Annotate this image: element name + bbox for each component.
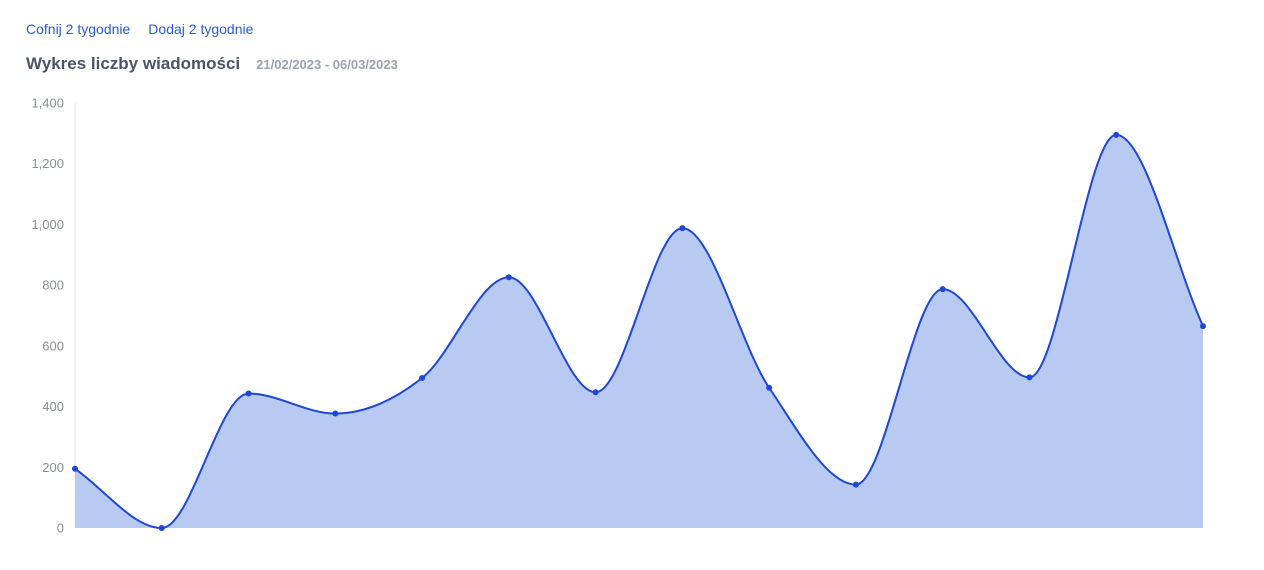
data-point[interactable]: [679, 225, 686, 232]
chart-header: Wykres liczby wiadomości 21/02/2023 - 06…: [26, 54, 398, 74]
date-range: 21/02/2023 - 06/03/2023: [256, 57, 398, 72]
y-tick-label: 0: [57, 521, 64, 536]
data-point[interactable]: [1200, 323, 1206, 330]
y-axis-ticks: 0 200 400 600 800 1,000 1,200 1,400: [31, 96, 64, 536]
chart-title: Wykres liczby wiadomości: [26, 54, 241, 73]
y-tick-label: 1,000: [31, 217, 64, 232]
data-point[interactable]: [1113, 131, 1120, 138]
data-point[interactable]: [1026, 374, 1033, 381]
data-point[interactable]: [852, 481, 859, 488]
y-tick-label: 800: [42, 278, 64, 293]
y-tick-label: 200: [42, 460, 64, 475]
data-point[interactable]: [766, 384, 773, 391]
data-points: [72, 131, 1206, 531]
data-point[interactable]: [245, 390, 252, 397]
week-navigation: Cofnij 2 tygodnie Dodaj 2 tygodnie: [26, 21, 253, 37]
y-tick-label: 1,200: [31, 156, 64, 171]
y-tick-label: 600: [42, 338, 64, 353]
data-point[interactable]: [505, 274, 512, 281]
data-point[interactable]: [332, 410, 339, 417]
y-tick-label: 400: [42, 399, 64, 414]
data-point[interactable]: [158, 525, 165, 531]
data-point[interactable]: [939, 286, 946, 293]
data-point[interactable]: [592, 389, 599, 396]
series-area-fill: [75, 134, 1203, 528]
data-point[interactable]: [419, 375, 426, 382]
forward-two-weeks-link[interactable]: Dodaj 2 tygodnie: [148, 21, 254, 37]
back-two-weeks-link[interactable]: Cofnij 2 tygodnie: [26, 21, 131, 37]
data-point[interactable]: [72, 465, 78, 472]
y-tick-label: 1,400: [31, 96, 64, 111]
